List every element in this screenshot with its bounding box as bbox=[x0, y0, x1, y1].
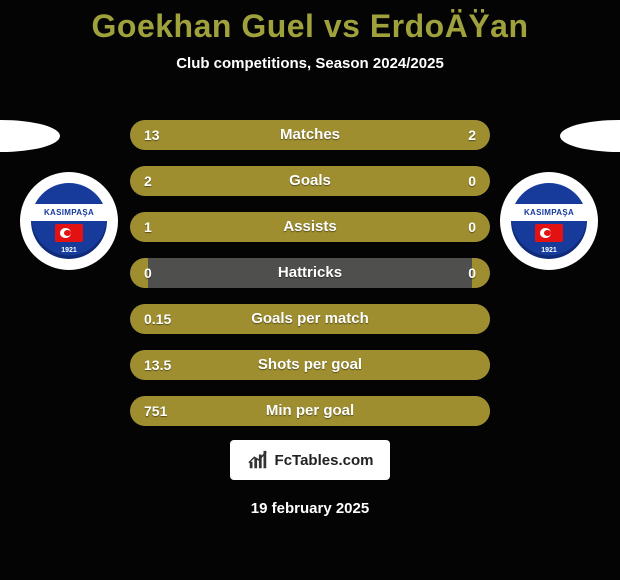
stat-row: 20Goals bbox=[130, 166, 490, 196]
player-right-ellipse bbox=[560, 120, 620, 152]
stat-label: Assists bbox=[130, 212, 490, 242]
kasimpasa-logo-icon: KASIMPAŞA 1921 bbox=[31, 183, 107, 259]
stat-row: 00Hattricks bbox=[130, 258, 490, 288]
site-label: FcTables.com bbox=[275, 452, 374, 469]
stat-label: Goals bbox=[130, 166, 490, 196]
stat-label: Matches bbox=[130, 120, 490, 150]
club-name-right: KASIMPAŞA bbox=[511, 204, 587, 221]
stat-row: 10Assists bbox=[130, 212, 490, 242]
club-badge-right: KASIMPAŞA 1921 bbox=[500, 172, 598, 270]
subtitle: Club competitions, Season 2024/2025 bbox=[0, 55, 620, 72]
club-name-left: KASIMPAŞA bbox=[31, 204, 107, 221]
footer-date: 19 february 2025 bbox=[0, 500, 620, 517]
stat-label: Goals per match bbox=[130, 304, 490, 334]
stat-row: 132Matches bbox=[130, 120, 490, 150]
club-badge-left: KASIMPAŞA 1921 bbox=[20, 172, 118, 270]
kasimpasa-logo-icon: KASIMPAŞA 1921 bbox=[511, 183, 587, 259]
page-title: Goekhan Guel vs ErdoÄŸan bbox=[0, 0, 620, 45]
stat-label: Hattricks bbox=[130, 258, 490, 288]
stat-row: 751Min per goal bbox=[130, 396, 490, 426]
comparison-bars: 132Matches 20Goals 10Assists 00Hattricks 0.1… bbox=[130, 120, 490, 442]
stat-label: Min per goal bbox=[130, 396, 490, 426]
stat-label: Shots per goal bbox=[130, 350, 490, 380]
chart-icon bbox=[247, 449, 269, 471]
site-branding: FcTables.com bbox=[230, 440, 390, 480]
player-left-ellipse bbox=[0, 120, 60, 152]
stat-row: 0.15Goals per match bbox=[130, 304, 490, 334]
stat-row: 13.5Shots per goal bbox=[130, 350, 490, 380]
